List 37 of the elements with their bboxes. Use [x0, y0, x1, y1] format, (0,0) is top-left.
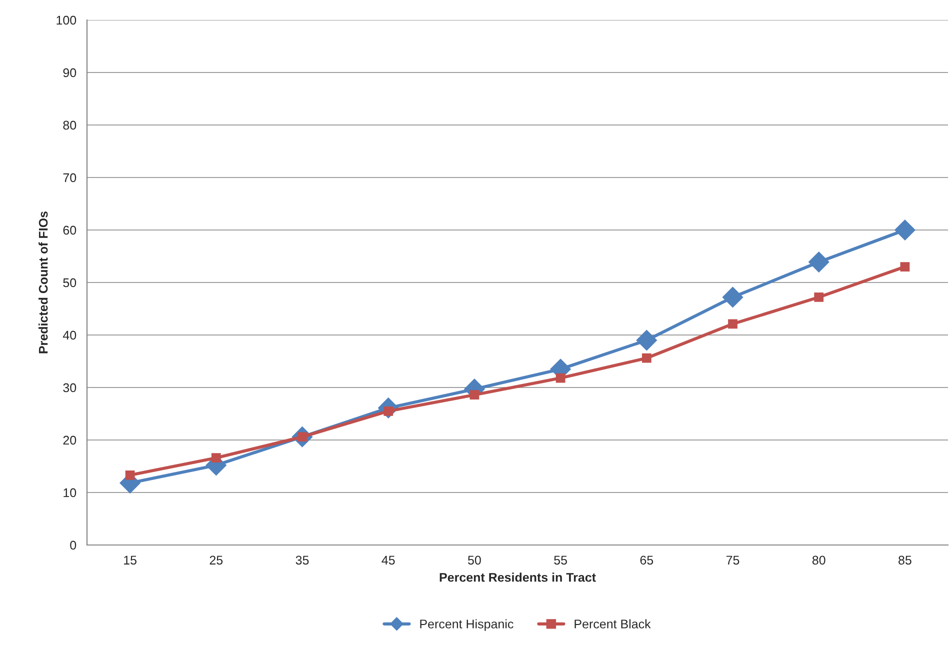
point [125, 470, 135, 480]
point [722, 286, 744, 308]
x-tick-label: 45 [382, 556, 395, 565]
y-tick-label: 30 [63, 383, 76, 392]
x-tick-label: 80 [812, 556, 826, 565]
x-tick-label: 25 [210, 556, 223, 565]
y-tick-label: 50 [63, 278, 76, 288]
point [642, 353, 652, 363]
y-tick-label: 20 [63, 436, 76, 445]
x-tick-label: 65 [640, 556, 654, 565]
point [900, 262, 910, 272]
y-tick-label: 80 [63, 120, 76, 130]
y-axis-title: Predicted Count of FIOs [38, 211, 48, 354]
y-tick-label: 70 [63, 173, 76, 182]
point [808, 252, 830, 272]
y-tick-label: 40 [62, 330, 76, 340]
x-tick-label: 15 [124, 556, 136, 565]
point [556, 373, 566, 383]
point [814, 292, 824, 302]
y-tick-label: 90 [63, 68, 76, 78]
y-tick-label: 60 [63, 226, 76, 235]
x-tick-label: 35 [296, 556, 309, 565]
x-axis-title: Percent Residents in Tract [440, 572, 596, 582]
x-tick-label: 75 [726, 556, 740, 565]
y-tick-label: 100 [56, 16, 76, 25]
y-tick-label: 10 [64, 488, 76, 498]
point [728, 319, 738, 329]
point [211, 453, 221, 463]
x-tick-label: 55 [554, 556, 567, 565]
point [636, 330, 657, 351]
y-tick-label: 0 [70, 540, 76, 550]
x-tick-label: 50 [468, 556, 481, 565]
point [894, 220, 916, 240]
legend-label: Percent Black [574, 619, 651, 628]
point [470, 390, 480, 400]
x-tick-label: 85 [898, 556, 912, 565]
legend-label: Percent Hispanic [420, 619, 514, 631]
